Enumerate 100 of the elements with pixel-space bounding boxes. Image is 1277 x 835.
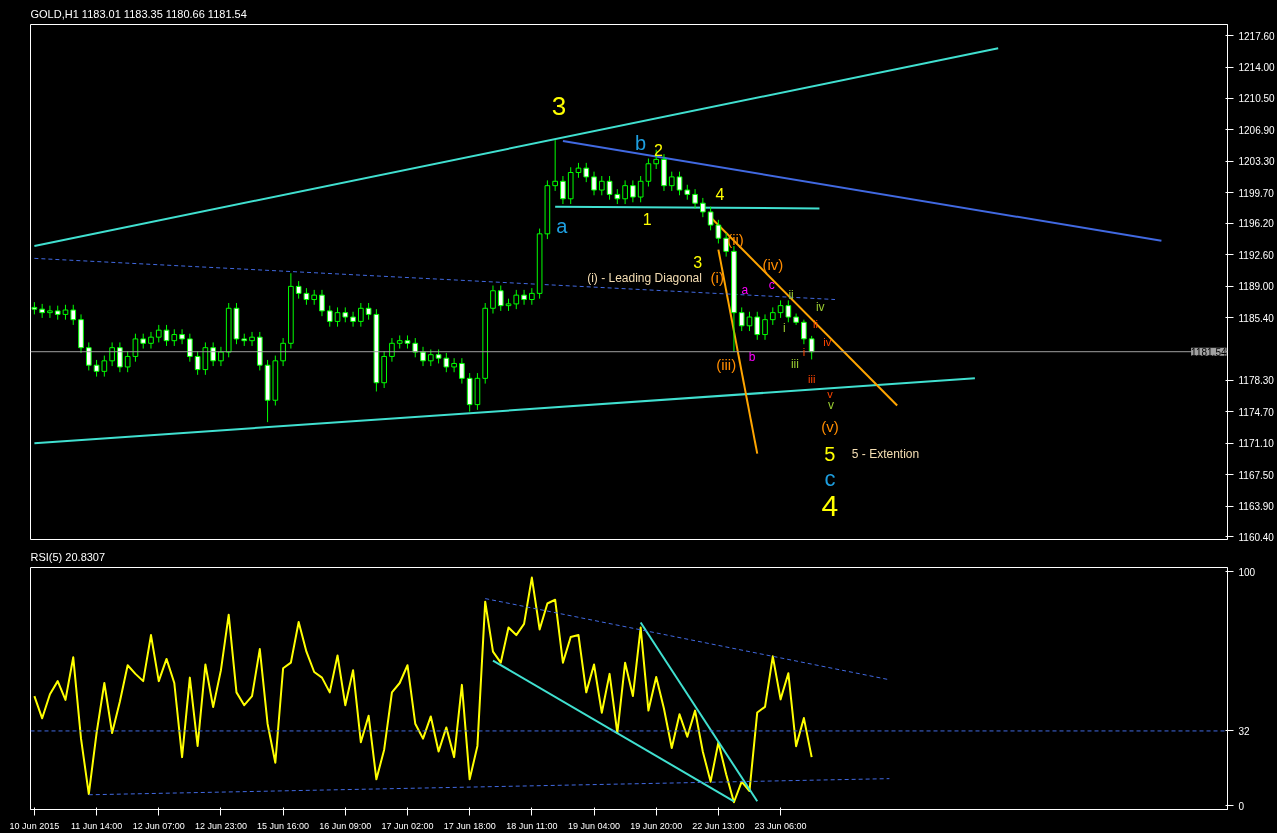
chart-title: RSI(5) 20.8307	[30, 550, 106, 563]
annotation: c	[824, 465, 836, 491]
candlestick	[124, 350, 131, 373]
annotation: b	[748, 350, 756, 365]
x-tick-label: 22 Jun 13:00	[692, 820, 745, 831]
candlestick	[513, 289, 520, 310]
candlestick	[583, 162, 590, 183]
annotation: v	[828, 398, 835, 413]
candlestick	[179, 328, 185, 345]
y-tick-label: 1210.50	[1238, 93, 1276, 105]
annotation: ii	[788, 288, 794, 303]
candlestick	[723, 232, 729, 258]
candlestick	[668, 171, 675, 192]
candlestick	[521, 289, 527, 306]
y-tick-label: 1160.40	[1238, 531, 1275, 543]
annotation: v	[827, 388, 834, 401]
candlestick	[676, 171, 683, 196]
annotation: i	[783, 321, 786, 336]
candlestick	[280, 337, 286, 367]
y-tick-label: 32	[1238, 725, 1251, 737]
x-tick-label: 15 Jun 16:00	[257, 820, 310, 831]
annotation: (i)	[710, 269, 724, 287]
candlestick	[497, 285, 504, 312]
candlestick	[85, 341, 92, 371]
candlestick	[715, 219, 722, 244]
annotation: 3	[693, 253, 703, 271]
annotation: iv	[815, 300, 825, 315]
candlestick	[692, 188, 698, 209]
annotation: i	[802, 346, 806, 359]
y-tick-label: 1185.40	[1238, 312, 1275, 324]
y-tick-label: 1203.30	[1238, 156, 1276, 168]
annotation: b	[635, 131, 647, 154]
annotation: 5	[824, 442, 836, 465]
y-tick-label: 0	[1238, 800, 1245, 812]
x-tick-label: 18 Jun 11:00	[506, 820, 558, 831]
candlestick	[70, 304, 77, 326]
candlestick	[443, 352, 450, 373]
candlestick	[420, 346, 426, 367]
annotation: iii	[790, 357, 799, 372]
candlestick	[148, 331, 154, 350]
y-tick-label: 1174.70	[1238, 406, 1275, 418]
annotation: 3	[551, 90, 567, 121]
y-tick-label: 1192.60	[1238, 249, 1275, 261]
candlestick	[560, 175, 566, 205]
annotation: 2	[654, 141, 664, 159]
ref-line-label: 1181.54	[1191, 346, 1227, 358]
candlestick	[552, 139, 558, 192]
candlestick	[451, 357, 457, 373]
chart-title: GOLD,H1 1183.01 1183.35 1180.66 1181.54	[30, 7, 247, 20]
y-tick-label: 100	[1238, 566, 1256, 578]
candlestick	[490, 285, 496, 315]
annotation: c	[768, 277, 775, 292]
candlestick	[808, 335, 815, 360]
candlestick	[622, 179, 628, 205]
annotation: 4	[821, 489, 839, 523]
y-tick-label: 1167.50	[1238, 469, 1275, 481]
annotation: 1	[642, 210, 652, 228]
x-tick-label: 17 Jun 02:00	[381, 820, 434, 831]
annotation: a	[741, 282, 749, 297]
annotation: 4	[715, 185, 725, 203]
annotation: 5 - Extention	[851, 446, 920, 461]
annotation: (i) - Leading Diagonal	[587, 271, 702, 286]
annotation: (v)	[821, 418, 839, 436]
candlestick	[350, 311, 356, 328]
annotation: iv	[823, 335, 832, 348]
candlestick	[389, 337, 395, 363]
x-tick-label: 12 Jun 23:00	[194, 820, 247, 831]
y-tick-label: 1189.00	[1238, 281, 1275, 293]
annotation: a	[556, 214, 569, 237]
candlestick	[630, 179, 636, 203]
candlestick	[132, 333, 139, 363]
candlestick	[591, 171, 597, 196]
y-tick-label: 1199.70	[1238, 187, 1275, 199]
candlestick	[700, 197, 706, 218]
candlestick	[762, 313, 768, 341]
annotation: (iv)	[762, 255, 784, 273]
candlestick	[459, 357, 465, 385]
candlestick	[47, 305, 53, 319]
x-tick-label: 12 Jun 07:00	[132, 820, 185, 831]
x-tick-label: 19 Jun 20:00	[630, 820, 683, 831]
candlestick	[187, 333, 193, 363]
annotation: iii	[807, 373, 816, 386]
candlestick	[637, 175, 644, 203]
x-tick-label: 23 Jun 06:00	[754, 820, 807, 831]
y-tick-label: 1206.90	[1238, 124, 1276, 136]
x-tick-label: 17 Jun 18:00	[443, 820, 496, 831]
candlestick	[598, 175, 605, 196]
x-tick-label: 10 Jun 2015	[9, 820, 60, 831]
y-tick-label: 1163.90	[1238, 501, 1275, 513]
candlestick	[754, 311, 761, 341]
candlestick	[117, 341, 123, 373]
annotation: ii	[813, 318, 818, 331]
candlestick	[645, 158, 652, 188]
line-series	[33, 576, 813, 804]
candlestick	[358, 302, 364, 328]
candlestick	[606, 175, 613, 201]
candlestick	[319, 289, 325, 317]
candlestick	[326, 305, 333, 328]
y-tick-label: 1214.00	[1238, 62, 1276, 74]
y-tick-label: 1171.10	[1238, 438, 1275, 450]
